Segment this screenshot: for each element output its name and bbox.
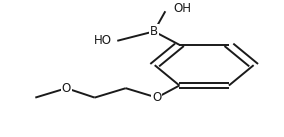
Text: O: O (62, 82, 71, 95)
Text: B: B (150, 25, 158, 38)
Text: HO: HO (94, 34, 112, 47)
Text: O: O (152, 91, 162, 104)
Text: OH: OH (174, 2, 192, 15)
